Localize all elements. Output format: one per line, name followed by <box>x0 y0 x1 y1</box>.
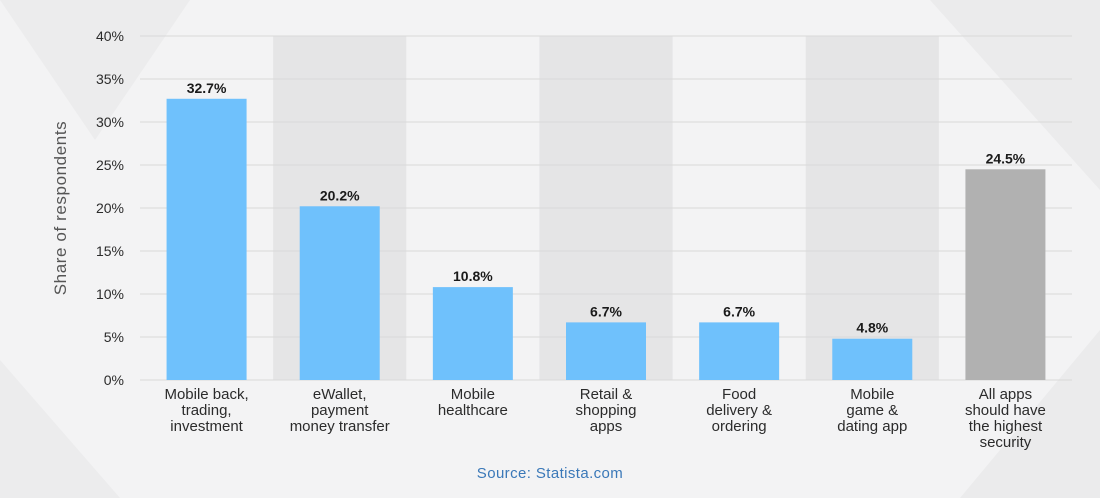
data-label: 6.7% <box>590 303 622 319</box>
y-tick-label: 20% <box>96 200 124 216</box>
x-tick-label: eWallet, <box>313 386 367 403</box>
x-tick-label: investment <box>170 418 243 435</box>
x-tick-label: should have <box>965 402 1046 419</box>
x-tick-label: the highest <box>969 418 1043 435</box>
data-label: 20.2% <box>320 187 360 203</box>
bar <box>832 338 913 380</box>
y-tick-label: 0% <box>104 372 124 388</box>
y-tick-label: 5% <box>104 329 124 345</box>
x-tick-label: Retail & <box>580 386 633 403</box>
source-caption: Source: Statista.com <box>476 465 624 482</box>
x-tick-label: trading, <box>182 402 232 419</box>
x-tick-label: game & <box>846 402 898 419</box>
x-tick-label: Mobile <box>850 386 894 403</box>
x-tick-label: dating app <box>837 418 907 435</box>
x-tick-label: ordering <box>712 418 767 435</box>
x-tick-label: money transfer <box>290 418 390 435</box>
y-tick-label: 10% <box>96 286 124 302</box>
x-tick-label: delivery & <box>706 402 772 419</box>
data-label: 32.7% <box>187 80 227 96</box>
y-tick-label: 30% <box>96 114 124 130</box>
x-tick-label: shopping <box>576 402 637 419</box>
data-label: 24.5% <box>986 150 1026 166</box>
y-tick-label: 35% <box>96 71 124 87</box>
data-label: 10.8% <box>453 268 493 284</box>
bar <box>432 287 513 380</box>
x-tick-label: payment <box>311 402 369 419</box>
x-tick-label: apps <box>590 418 623 435</box>
x-tick-label: Mobile <box>451 386 495 403</box>
bar <box>699 322 780 380</box>
x-tick-label: healthcare <box>438 402 508 419</box>
bar <box>299 206 380 380</box>
data-label: 4.8% <box>856 320 888 336</box>
bar <box>965 169 1046 380</box>
x-tick-label: security <box>980 434 1032 451</box>
x-tick-label: Mobile back, <box>164 386 248 403</box>
y-tick-label: 25% <box>96 157 124 173</box>
bar <box>166 98 247 380</box>
bar <box>566 322 646 380</box>
data-label: 6.7% <box>723 303 755 319</box>
x-tick-label: All apps <box>979 386 1032 403</box>
y-tick-label: 40% <box>96 28 124 44</box>
y-axis-title: Share of respondents <box>51 121 70 296</box>
y-tick-label: 15% <box>96 243 124 259</box>
x-tick-label: Food <box>722 386 756 403</box>
